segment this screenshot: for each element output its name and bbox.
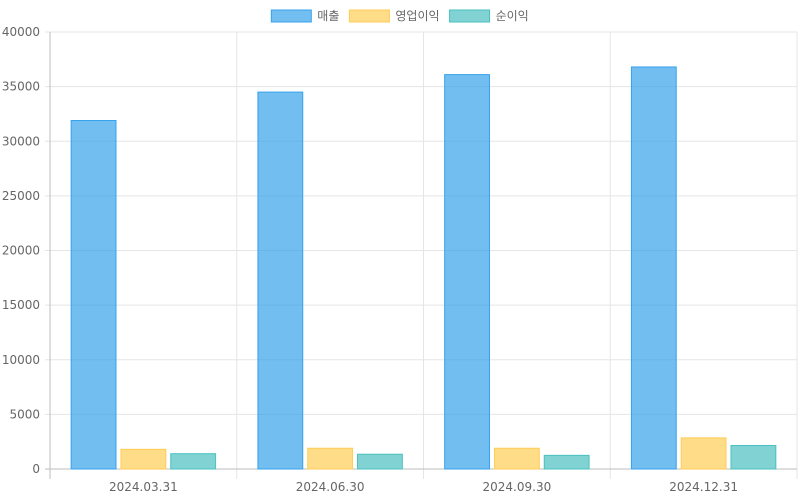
y-tick-label: 15000 — [2, 298, 40, 312]
y-tick-label: 25000 — [2, 189, 40, 203]
y-tick-label: 20000 — [2, 244, 40, 258]
legend-swatch[interactable] — [449, 9, 491, 23]
x-tick-label: 2024.03.31 — [109, 480, 178, 494]
bar-1-1[interactable] — [70, 119, 117, 470]
gridlines — [45, 31, 798, 479]
y-axis: 0 5000 10000 15000 20000 25000 30000 35000 40000 — [2, 25, 51, 479]
legend-label[interactable]: 영업이익 — [395, 9, 439, 23]
bar-2-3[interactable] — [493, 447, 540, 470]
bar-2-4[interactable] — [680, 437, 727, 470]
bar-2-1[interactable] — [120, 448, 167, 470]
bar-3-1[interactable] — [170, 453, 217, 470]
legend-swatch[interactable] — [270, 9, 312, 23]
x-tick-label: 2024.12.31 — [669, 480, 738, 494]
bar-3-3[interactable] — [543, 454, 590, 470]
y-tick-label: 5000 — [9, 407, 40, 421]
legend: 매출 영업이익 순이익 — [270, 9, 529, 23]
x-tick-label: 2024.06.30 — [296, 480, 365, 494]
bars — [70, 66, 777, 470]
legend-swatch[interactable] — [348, 9, 390, 23]
y-tick-label: 35000 — [2, 80, 40, 94]
bar-1-3[interactable] — [444, 74, 490, 470]
legend-label[interactable]: 순이익 — [496, 9, 529, 23]
bar-1-4[interactable] — [630, 66, 677, 470]
bar-3-4[interactable] — [730, 445, 777, 470]
bar-1-2[interactable] — [257, 91, 304, 470]
y-tick-label: 10000 — [2, 353, 40, 367]
legend-label[interactable]: 매출 — [317, 9, 339, 23]
x-axis: 2024.03.31 2024.06.30 2024.09.30 2024.12.31 — [45, 468, 797, 494]
x-tick-label: 2024.09.30 — [483, 480, 552, 494]
y-tick-label: 40000 — [2, 25, 40, 39]
bar-3-2[interactable] — [357, 453, 403, 470]
bar-2-2[interactable] — [307, 447, 354, 470]
y-tick-label: 0 — [32, 462, 40, 476]
y-tick-label: 30000 — [2, 134, 40, 148]
